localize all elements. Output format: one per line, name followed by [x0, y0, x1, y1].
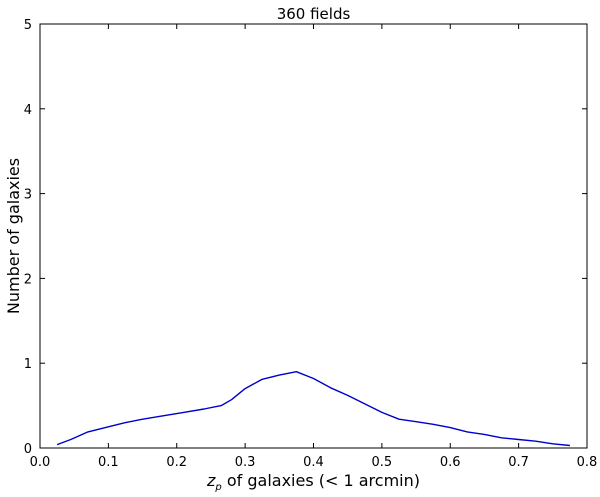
- y-tick-label: 1: [24, 357, 32, 372]
- x-tick-label: 0.6: [440, 455, 461, 470]
- x-tick-label: 0.3: [235, 455, 256, 470]
- y-tick-label: 5: [24, 18, 32, 33]
- x-axis-label: zp of galaxies (< 1 arcmin): [206, 471, 420, 493]
- x-tick-label: 0.0: [30, 455, 51, 470]
- y-tick-label: 4: [24, 103, 32, 118]
- x-tick-label: 0.8: [577, 455, 598, 470]
- x-axis-label-text: of galaxies (< 1 arcmin): [222, 471, 420, 490]
- x-tick-label: 0.5: [372, 455, 393, 470]
- chart-title: 360 fields: [277, 5, 351, 23]
- x-tick-label: 0.1: [98, 455, 119, 470]
- y-axis-label: Number of galaxies: [4, 158, 23, 314]
- x-tick-label: 0.2: [166, 455, 187, 470]
- y-tick-label: 2: [24, 272, 32, 287]
- plot-frame: [39, 23, 588, 449]
- y-tick-label: 3: [24, 188, 32, 203]
- x-axis-label-subscript: p: [214, 482, 221, 493]
- x-tick-label: 0.4: [303, 455, 324, 470]
- series-line: [56, 371, 570, 447]
- x-tick-label: 0.7: [508, 455, 529, 470]
- x-axis-label-variable: z: [206, 471, 216, 490]
- y-tick-label: 0: [24, 442, 32, 457]
